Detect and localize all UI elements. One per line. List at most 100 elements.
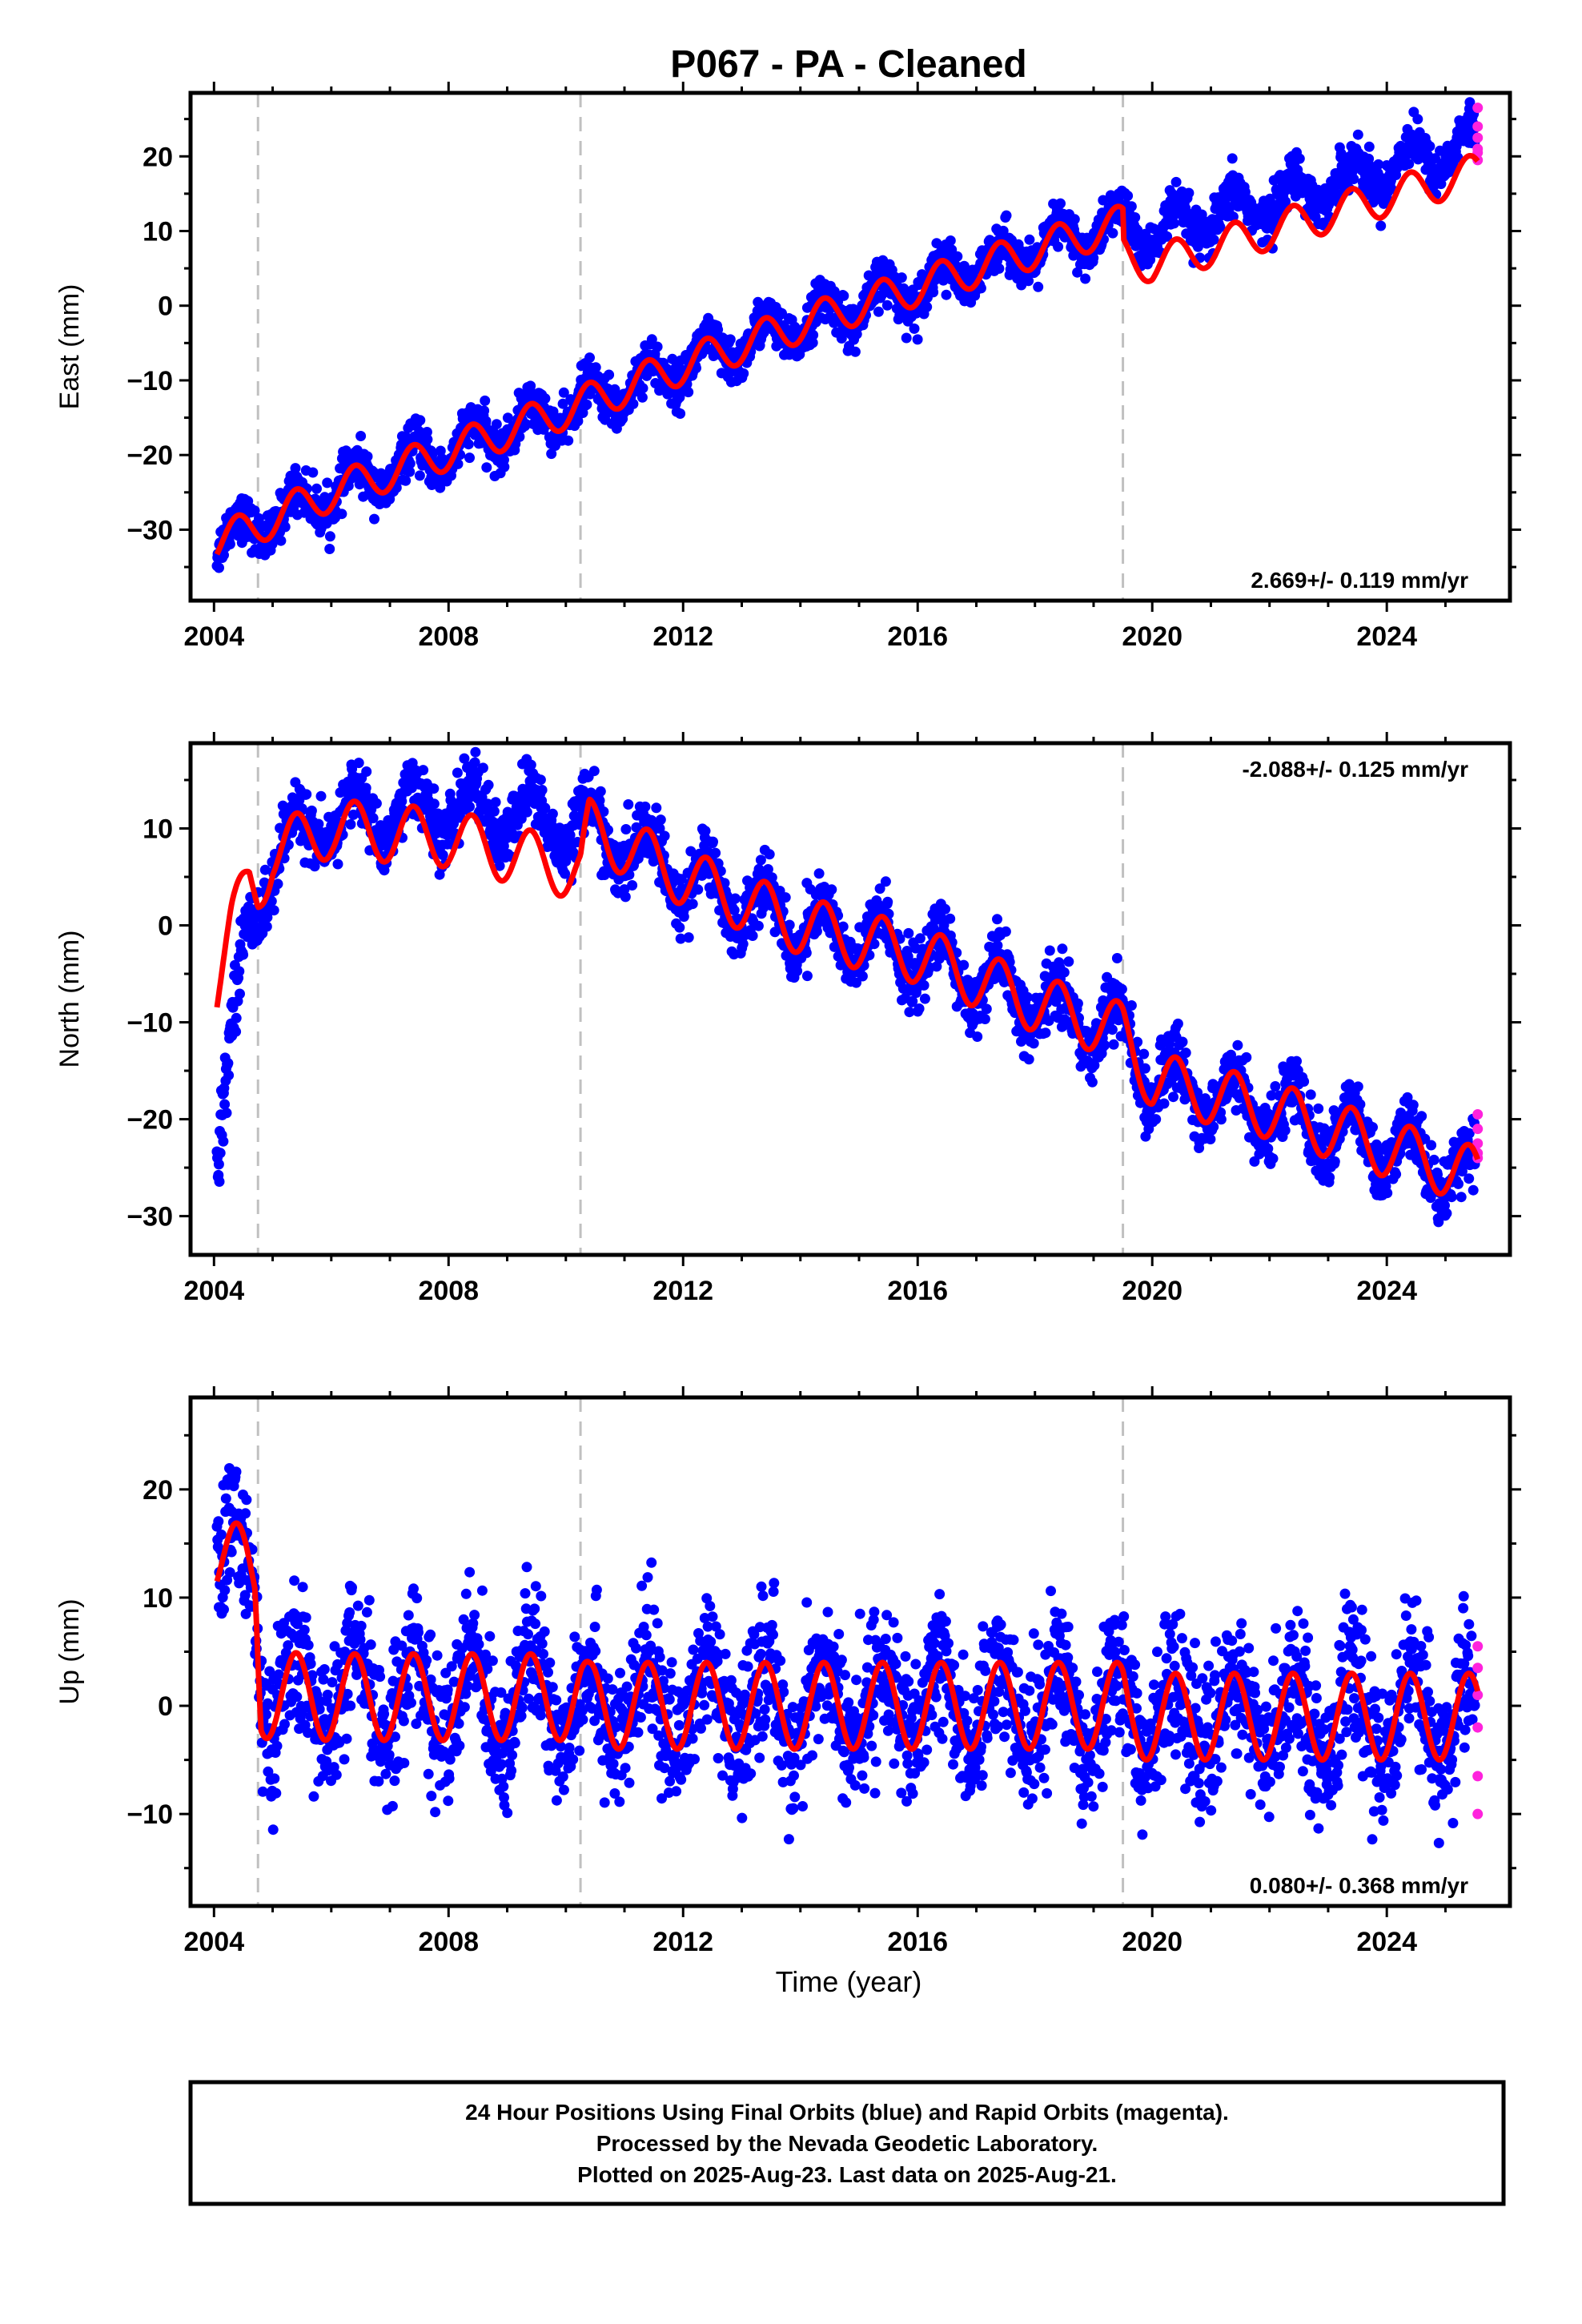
final-orbit-point — [336, 509, 347, 520]
final-orbit-point — [655, 814, 666, 826]
final-orbit-point — [1305, 1089, 1316, 1100]
final-orbit-point — [480, 416, 492, 427]
final-orbit-point — [404, 466, 416, 477]
final-orbit-point — [557, 398, 568, 409]
final-orbit-point — [849, 346, 861, 357]
final-orbit-point — [1033, 281, 1044, 292]
final-orbit-point — [620, 891, 631, 903]
final-orbit-point — [972, 1031, 983, 1042]
final-orbit-point — [913, 1003, 925, 1014]
final-orbit-point — [272, 879, 283, 890]
final-orbit-point — [1023, 1054, 1034, 1065]
final-orbit-point — [262, 912, 273, 923]
final-orbit-point — [1072, 998, 1083, 1009]
final-orbit-point — [594, 795, 605, 806]
final-orbit-point — [213, 1159, 224, 1170]
final-orbit-point — [857, 971, 868, 982]
final-orbit-point — [1106, 1024, 1118, 1035]
final-orbit-point — [324, 531, 335, 542]
final-orbit-point — [1172, 1018, 1183, 1029]
final-orbit-point — [801, 971, 813, 982]
final-orbit-point — [826, 884, 837, 895]
final-orbit-point — [371, 798, 382, 809]
final-orbit-point — [525, 759, 536, 770]
final-orbit-point — [464, 801, 475, 812]
final-orbit-point — [1000, 926, 1011, 937]
final-orbit-point — [219, 549, 229, 561]
y-tick-label: 0 — [158, 292, 173, 322]
final-orbit-point — [396, 796, 408, 807]
final-orbit-point — [1055, 198, 1066, 209]
final-orbit-point — [1215, 222, 1226, 232]
final-orbit-point — [685, 846, 697, 857]
final-orbit-point — [514, 431, 525, 442]
final-orbit-point — [590, 362, 601, 373]
final-orbit-point — [499, 461, 510, 472]
final-orbit-point — [563, 435, 574, 446]
final-orbit-point — [838, 290, 849, 301]
final-orbit-point — [275, 535, 287, 546]
final-orbit-point — [836, 333, 847, 344]
final-orbit-point — [353, 758, 364, 769]
final-orbit-point — [324, 544, 335, 554]
final-orbit-point — [646, 334, 657, 345]
final-orbit-point — [1270, 1081, 1281, 1092]
final-orbit-point — [975, 283, 986, 294]
final-orbit-point — [1227, 153, 1238, 164]
final-orbit-point — [1424, 141, 1435, 152]
final-orbit-point — [637, 383, 648, 394]
final-orbit-point — [540, 802, 551, 814]
final-orbit-point — [558, 387, 569, 398]
final-orbit-point — [1023, 275, 1034, 287]
final-orbit-point — [623, 799, 634, 810]
final-orbit-point — [564, 830, 576, 841]
final-orbit-point — [1150, 1114, 1162, 1125]
final-orbit-point — [362, 451, 373, 462]
final-orbit-point — [1375, 220, 1387, 231]
final-orbit-point — [1001, 210, 1012, 221]
final-orbit-point — [1177, 1036, 1188, 1047]
final-orbit-point — [1299, 1076, 1310, 1087]
final-orbit-point — [1215, 1114, 1227, 1125]
final-orbit-point — [231, 1012, 242, 1023]
plot-frame — [188, 90, 1512, 603]
final-orbit-point — [290, 463, 301, 474]
final-orbit-point — [546, 448, 557, 460]
final-orbit-point — [540, 393, 551, 404]
final-orbit-point — [470, 746, 481, 758]
x-tick-label: 2004 — [183, 621, 244, 652]
final-orbit-point — [808, 329, 819, 340]
final-orbit-point — [1192, 241, 1203, 252]
final-orbit-point — [1264, 193, 1275, 204]
final-orbit-point — [1111, 953, 1122, 963]
north-panel: 2004 2008 2012 2016 2020 2024−30−20−10010Nort… — [54, 732, 1521, 1306]
final-orbit-point — [755, 854, 766, 866]
x-tick-label: 2012 — [652, 621, 713, 652]
final-orbit-point — [421, 427, 432, 437]
final-orbit-point — [547, 808, 558, 819]
final-orbit-point — [918, 979, 930, 991]
x-tick-label: 2016 — [887, 621, 948, 652]
final-orbit-point — [764, 849, 775, 860]
final-orbit-point — [919, 993, 930, 1004]
final-orbit-point — [414, 470, 425, 481]
final-orbit-point — [483, 779, 494, 790]
final-orbit-point — [494, 860, 505, 871]
final-orbit-point — [792, 966, 803, 976]
final-orbit-point — [223, 1070, 235, 1081]
final-orbit-point — [598, 806, 609, 817]
final-orbit-point — [584, 352, 595, 364]
final-orbit-point — [1044, 945, 1055, 956]
final-orbit-point — [1116, 983, 1127, 995]
final-orbit-point — [1080, 273, 1091, 284]
rapid-orbit-point — [1472, 121, 1484, 132]
final-orbit-point — [1139, 1063, 1150, 1074]
final-orbit-point — [231, 1026, 242, 1037]
final-orbit-point — [588, 766, 600, 777]
final-orbit-point — [560, 868, 571, 879]
final-orbit-point — [599, 870, 610, 880]
final-orbit-point — [1108, 1039, 1119, 1050]
final-orbit-point — [1122, 191, 1134, 201]
final-orbit-point — [488, 806, 500, 817]
final-orbit-point — [459, 753, 470, 764]
